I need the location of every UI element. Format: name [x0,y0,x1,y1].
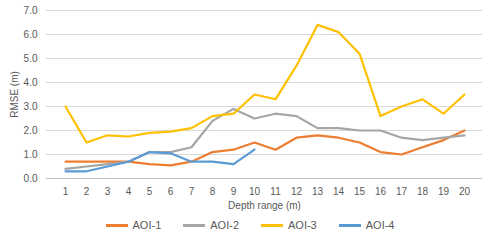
svg-text:7: 7 [189,186,195,197]
svg-text:4: 4 [126,186,132,197]
svg-text:11: 11 [270,186,281,197]
svg-text:14: 14 [333,186,345,197]
svg-text:9: 9 [231,186,237,197]
svg-text:6: 6 [168,186,174,197]
svg-text:13: 13 [312,186,324,197]
html-text:AOI-2: AOI-2 [210,219,239,231]
html-text:AOI-4: AOI-4 [365,219,395,231]
svg-text:20: 20 [459,186,471,197]
svg-text:5.0: 5.0 [24,53,38,64]
html-text:AOI-3: AOI-3 [288,219,317,231]
svg-text:Depth range (m): Depth range (m) [228,200,301,211]
svg-text:7.0: 7.0 [24,5,38,16]
svg-text:1.0: 1.0 [24,149,38,160]
svg-text:18: 18 [417,186,429,197]
svg-text:5: 5 [147,186,153,197]
html-text:AOI-1: AOI-1 [132,219,162,231]
svg-text:4.0: 4.0 [24,77,38,88]
svg-text:8: 8 [210,186,216,197]
svg-text:2: 2 [84,186,90,197]
svg-text:2.0: 2.0 [24,125,38,136]
svg-text:17: 17 [396,186,408,197]
svg-text:16: 16 [375,186,387,197]
svg-text:15: 15 [354,186,366,197]
svg-text:12: 12 [291,186,303,197]
svg-text:0.0: 0.0 [24,173,38,184]
svg-text:3.0: 3.0 [24,101,38,112]
svg-text:RMSE (m): RMSE (m) [9,71,20,118]
svg-text:3: 3 [105,186,111,197]
svg-text:10: 10 [249,186,261,197]
svg-text:19: 19 [438,186,450,197]
svg-text:6.0: 6.0 [24,29,38,40]
svg-text:1: 1 [63,186,69,197]
